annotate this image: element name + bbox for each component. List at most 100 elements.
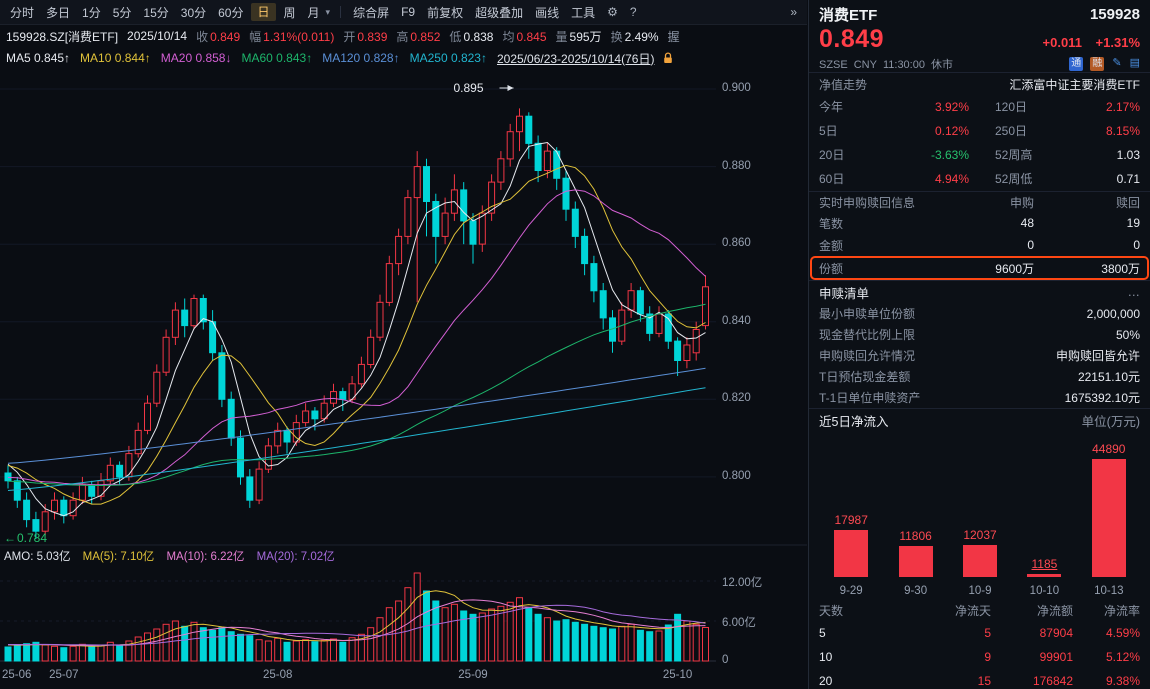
time-axis-label: 25-09: [458, 669, 488, 681]
pcf-header: 申赎清单 …: [809, 280, 1150, 303]
pcf-title: 申赎清单: [819, 286, 870, 301]
perf-value: 1.03: [1116, 148, 1140, 162]
td-net-rate: 9.38%: [1105, 674, 1140, 688]
perf-value: 3.92%: [934, 100, 969, 114]
ma250-legend: MA250 0.823↑: [409, 51, 487, 65]
time-axis-label: 25-08: [262, 669, 293, 681]
low-price-text: 0.784: [17, 530, 48, 545]
session-status: 休市: [930, 58, 953, 71]
date-range-selector[interactable]: 2025/06/23-2025/10/14(76日): [496, 51, 655, 66]
td-net-days: 15: [977, 674, 991, 688]
quote-info-bar: 159928.SZ[消费ETF] 2025/10/14 收 0.849 幅 1.31…: [0, 25, 807, 47]
perf-value: 8.15%: [1105, 124, 1140, 138]
turnover-field: 换 2.49%: [610, 29, 659, 44]
etf-code: 159928: [1089, 5, 1140, 23]
period-day[interactable]: 日: [251, 3, 276, 21]
perf-value: 0.71: [1116, 172, 1140, 186]
chevron-down-icon[interactable]: ▾: [325, 6, 331, 17]
price-axis-label: 0.840: [722, 314, 751, 327]
kline-chart-area[interactable]: AMO: 5.03亿 MA(5): 7.10亿 MA(10): 6.22亿 MA…: [0, 69, 807, 689]
kline-svg[interactable]: [0, 69, 807, 689]
list-row: 申购赎回允许情况 申购赎回皆允许: [809, 345, 1150, 366]
tool-draw-line[interactable]: 画线: [535, 5, 560, 20]
period-week[interactable]: 周: [283, 5, 296, 20]
period-month[interactable]: 月: [307, 5, 320, 20]
row-redeem: 19: [1126, 216, 1140, 230]
symbol-label: 159928.SZ[消费ETF]: [6, 29, 119, 44]
time-axis-label: 25-07: [49, 669, 79, 681]
list-value: 50%: [1115, 327, 1140, 342]
period-15min[interactable]: 15分: [143, 5, 169, 20]
tool-forward-adjust[interactable]: 前复权: [427, 5, 464, 20]
list-row: T日预估现金差额 22151.10元: [809, 366, 1150, 387]
netflow-table-header: 天数 净流天 净流额 净流率: [809, 599, 1150, 621]
row-label: 金额: [819, 238, 844, 253]
volume-indicator-legend: AMO: 5.03亿 MA(5): 7.10亿 MA(10): 6.22亿 MA…: [4, 548, 344, 564]
high-price-marker: 0.895: [453, 81, 484, 95]
tool-composite-screen[interactable]: 综合屏: [353, 5, 390, 20]
period-30min[interactable]: 30分: [180, 5, 207, 20]
gear-icon[interactable]: ⚙: [607, 5, 618, 19]
td-net-rate: 4.59%: [1105, 626, 1140, 640]
ma120-legend: MA120 0.828↑: [322, 51, 400, 65]
td-net-amount: 87904: [1039, 626, 1073, 640]
period-5min[interactable]: 5分: [112, 5, 132, 20]
list-label: T日预估现金差额: [819, 370, 911, 384]
netflow-bar: [1027, 573, 1062, 577]
sub-row-shares-highlighted: 份额 9600万 3800万: [810, 256, 1149, 280]
td-days: 10: [819, 650, 833, 664]
netflow-bar: [898, 545, 933, 577]
vol-ma20-value: MA(20): 7.02亿: [256, 551, 335, 563]
fund-full-name: 汇添富中证主要消费ETF: [1009, 77, 1140, 92]
price-axis-label: 0.800: [722, 469, 751, 482]
connect-badge: 通: [1069, 57, 1084, 71]
period-60min[interactable]: 60分: [218, 5, 244, 20]
etf-name: 消费ETF: [819, 6, 878, 24]
amo-value: AMO: 5.03亿: [4, 551, 71, 563]
netflow-date: 9-30: [904, 585, 928, 597]
low-field: 低 0.838: [449, 29, 494, 44]
list-label: T-1日单位申赎资产: [819, 391, 921, 405]
period-multiday[interactable]: 多日: [46, 5, 71, 20]
pencil-icon[interactable]: ✎: [1112, 57, 1122, 69]
drag-handle-icon[interactable]: 握: [667, 29, 680, 44]
tool-f9[interactable]: F9: [401, 5, 416, 19]
tab-nav-trend[interactable]: 净值走势: [819, 77, 868, 92]
list-label: 最小申赎单位份额: [819, 307, 916, 321]
perf-label: 今年: [819, 100, 844, 114]
collapse-icon[interactable]: »: [790, 5, 797, 19]
ma60-legend: MA60 0.843↑: [241, 51, 313, 65]
more-icon[interactable]: …: [1127, 285, 1141, 299]
volume-field: 量 595万: [555, 29, 602, 44]
row-label: 笔数: [819, 216, 844, 231]
perf-label: 20日: [819, 148, 845, 162]
ma5-legend: MA5 0.845↑: [6, 51, 71, 65]
ma20-legend: MA20 0.858↓: [160, 51, 232, 65]
period-intraday[interactable]: 分时: [10, 5, 35, 20]
td-days: 5: [819, 626, 826, 640]
quote-header: 消费ETF 159928 0.849 +0.011 +1.31% SZSE CNY…: [809, 0, 1150, 72]
list-label: 现金替代比例上限: [819, 328, 916, 342]
tool-tools[interactable]: 工具: [571, 5, 596, 20]
market-status: SZSE CNY 11:30:00 休市: [819, 56, 959, 72]
netflow-value: 11806: [899, 528, 932, 543]
netflow-value: 12037: [963, 528, 997, 543]
vol-ma5-value: MA(5): 7.10亿: [82, 551, 155, 563]
lock-icon[interactable]: [662, 52, 674, 64]
tool-super-overlay[interactable]: 超级叠加: [475, 5, 524, 20]
table-row: 20 15 176842 9.38%: [809, 669, 1150, 689]
list-row: 最小申赎单位份额 2,000,000: [809, 303, 1150, 324]
margin-badge: 融: [1090, 57, 1105, 71]
grid-icon[interactable]: ▤: [1129, 57, 1140, 69]
netflow-value: 44890: [1092, 442, 1126, 456]
period-1min[interactable]: 1分: [82, 5, 101, 20]
netflow-date: 10-10: [1029, 585, 1060, 597]
td-days: 20: [819, 674, 833, 688]
ma10-legend: MA10 0.844↑: [80, 51, 151, 65]
perf-value: 2.17%: [1105, 100, 1140, 114]
nav-row: 净值走势 汇添富中证主要消费ETF: [809, 72, 1150, 95]
help-icon[interactable]: ?: [629, 5, 637, 19]
list-value: 申购赎回皆允许: [1055, 349, 1140, 363]
netflow-table: 天数 净流天 净流额 净流率 5 5 87904 4.59% 10 9 9990…: [809, 599, 1150, 689]
